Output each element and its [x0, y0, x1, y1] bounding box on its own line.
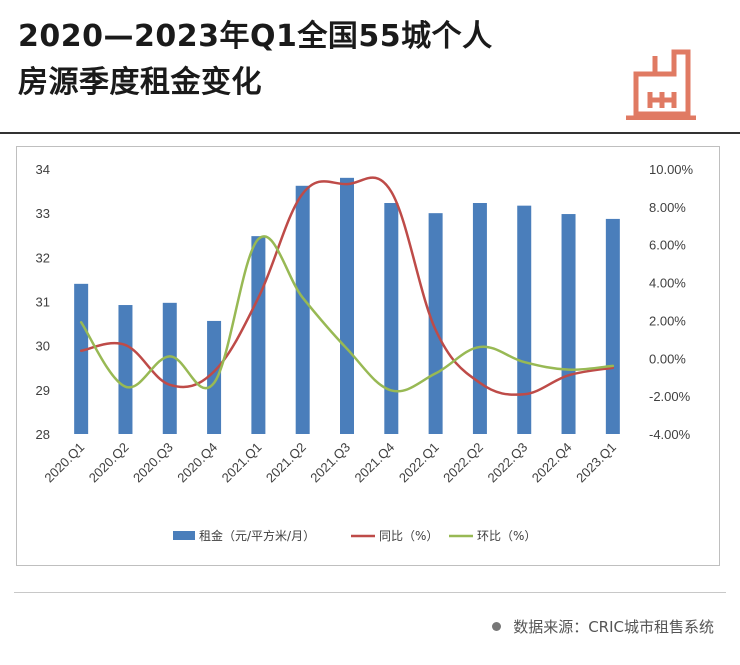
left-tick-label: 31: [36, 295, 50, 310]
left-tick-label: 34: [36, 162, 50, 177]
right-tick-label: 4.00%: [649, 276, 686, 291]
left-tick-label: 32: [36, 250, 50, 265]
bar-2020.Q1: [74, 283, 89, 434]
right-tick-label: 10.00%: [649, 162, 694, 177]
bar-2022.Q4: [561, 214, 576, 434]
x-tick-label: 2022.Q3: [484, 440, 530, 486]
left-tick-label: 30: [36, 339, 50, 354]
x-axis: 2020.Q12020.Q22020.Q32020.Q42021.Q12021.…: [41, 440, 619, 486]
legend: 租金（元/平方米/月） 同比（%） 环比（%）: [173, 528, 536, 543]
source-note: 数据来源：CRIC城市租售系统: [492, 616, 714, 637]
chart-title: 2020—2023年Q1全国55城个人 房源季度租金变化: [18, 14, 493, 106]
bar-2021.Q1: [251, 236, 266, 434]
x-tick-label: 2021.Q3: [307, 440, 353, 486]
x-tick-label: 2020.Q1: [41, 440, 87, 486]
right-axis: -4.00% -2.00% 0.00% 2.00% 4.00% 6.00% 8.00% 10.…: [649, 162, 694, 442]
legend-label-0: 租金（元/平方米/月）: [199, 528, 315, 543]
x-tick-label: 2021.Q4: [352, 440, 398, 486]
bar-2021.Q4: [384, 203, 399, 434]
x-tick-label: 2022.Q4: [529, 440, 575, 486]
bar-2020.Q4: [207, 320, 222, 434]
bar-2022.Q3: [517, 205, 532, 434]
line-qoq: [79, 235, 615, 393]
bar-2023.Q1: [605, 218, 620, 434]
x-tick-label: 2020.Q2: [86, 440, 132, 486]
right-tick-label: 6.00%: [649, 238, 686, 253]
right-tick-label: -4.00%: [649, 427, 691, 442]
combo-chart: 28 29 30 31 32 33 34 -4.00% -2.00% 0.00% 2.00% 4.0…: [36, 162, 694, 543]
bar-2022.Q1: [428, 213, 443, 434]
left-tick-label: 28: [36, 427, 50, 442]
left-tick-label: 33: [36, 206, 50, 221]
footer-divider: [14, 592, 726, 593]
title-line-2: 房源季度租金变化: [18, 65, 262, 100]
x-tick-label: 2022.Q1: [396, 440, 442, 486]
legend-label-1: 同比（%）: [379, 529, 438, 543]
bar-2020.Q2: [118, 305, 133, 434]
line-yoy: [79, 176, 615, 396]
x-tick-label: 2023.Q1: [573, 440, 619, 486]
legend-swatch-bar: [173, 531, 195, 540]
bullet-dot-icon: [492, 622, 502, 631]
x-tick-label: 2021.Q2: [263, 440, 309, 486]
building-icon: [626, 49, 696, 120]
right-tick-label: 0.00%: [649, 351, 686, 366]
bar-2022.Q2: [472, 203, 487, 434]
bar-2021.Q3: [340, 177, 354, 435]
x-tick-label: 2022.Q2: [440, 440, 486, 486]
left-axis: 28 29 30 31 32 33 34: [36, 162, 50, 442]
legend-label-2: 环比（%）: [477, 529, 536, 543]
source-text: 数据来源：CRIC城市租售系统: [513, 618, 714, 636]
right-tick-label: 2.00%: [649, 313, 686, 328]
bar-2021.Q2: [295, 185, 310, 434]
bar-series-rent: [74, 177, 620, 435]
left-tick-label: 29: [36, 383, 50, 398]
right-tick-label: -2.00%: [649, 389, 691, 404]
chart-panel: 28 29 30 31 32 33 34 -4.00% -2.00% 0.00% 2.00% 4.0…: [16, 146, 720, 566]
title-line-1: 2020—2023年Q1全国55城个人: [18, 19, 493, 54]
x-tick-label: 2021.Q1: [219, 440, 265, 486]
right-tick-label: 8.00%: [649, 200, 686, 215]
title-divider: [0, 132, 740, 134]
x-tick-label: 2020.Q3: [130, 440, 176, 486]
line-series: [79, 176, 615, 396]
bar-2020.Q3: [162, 302, 177, 434]
x-tick-label: 2020.Q4: [174, 440, 220, 486]
